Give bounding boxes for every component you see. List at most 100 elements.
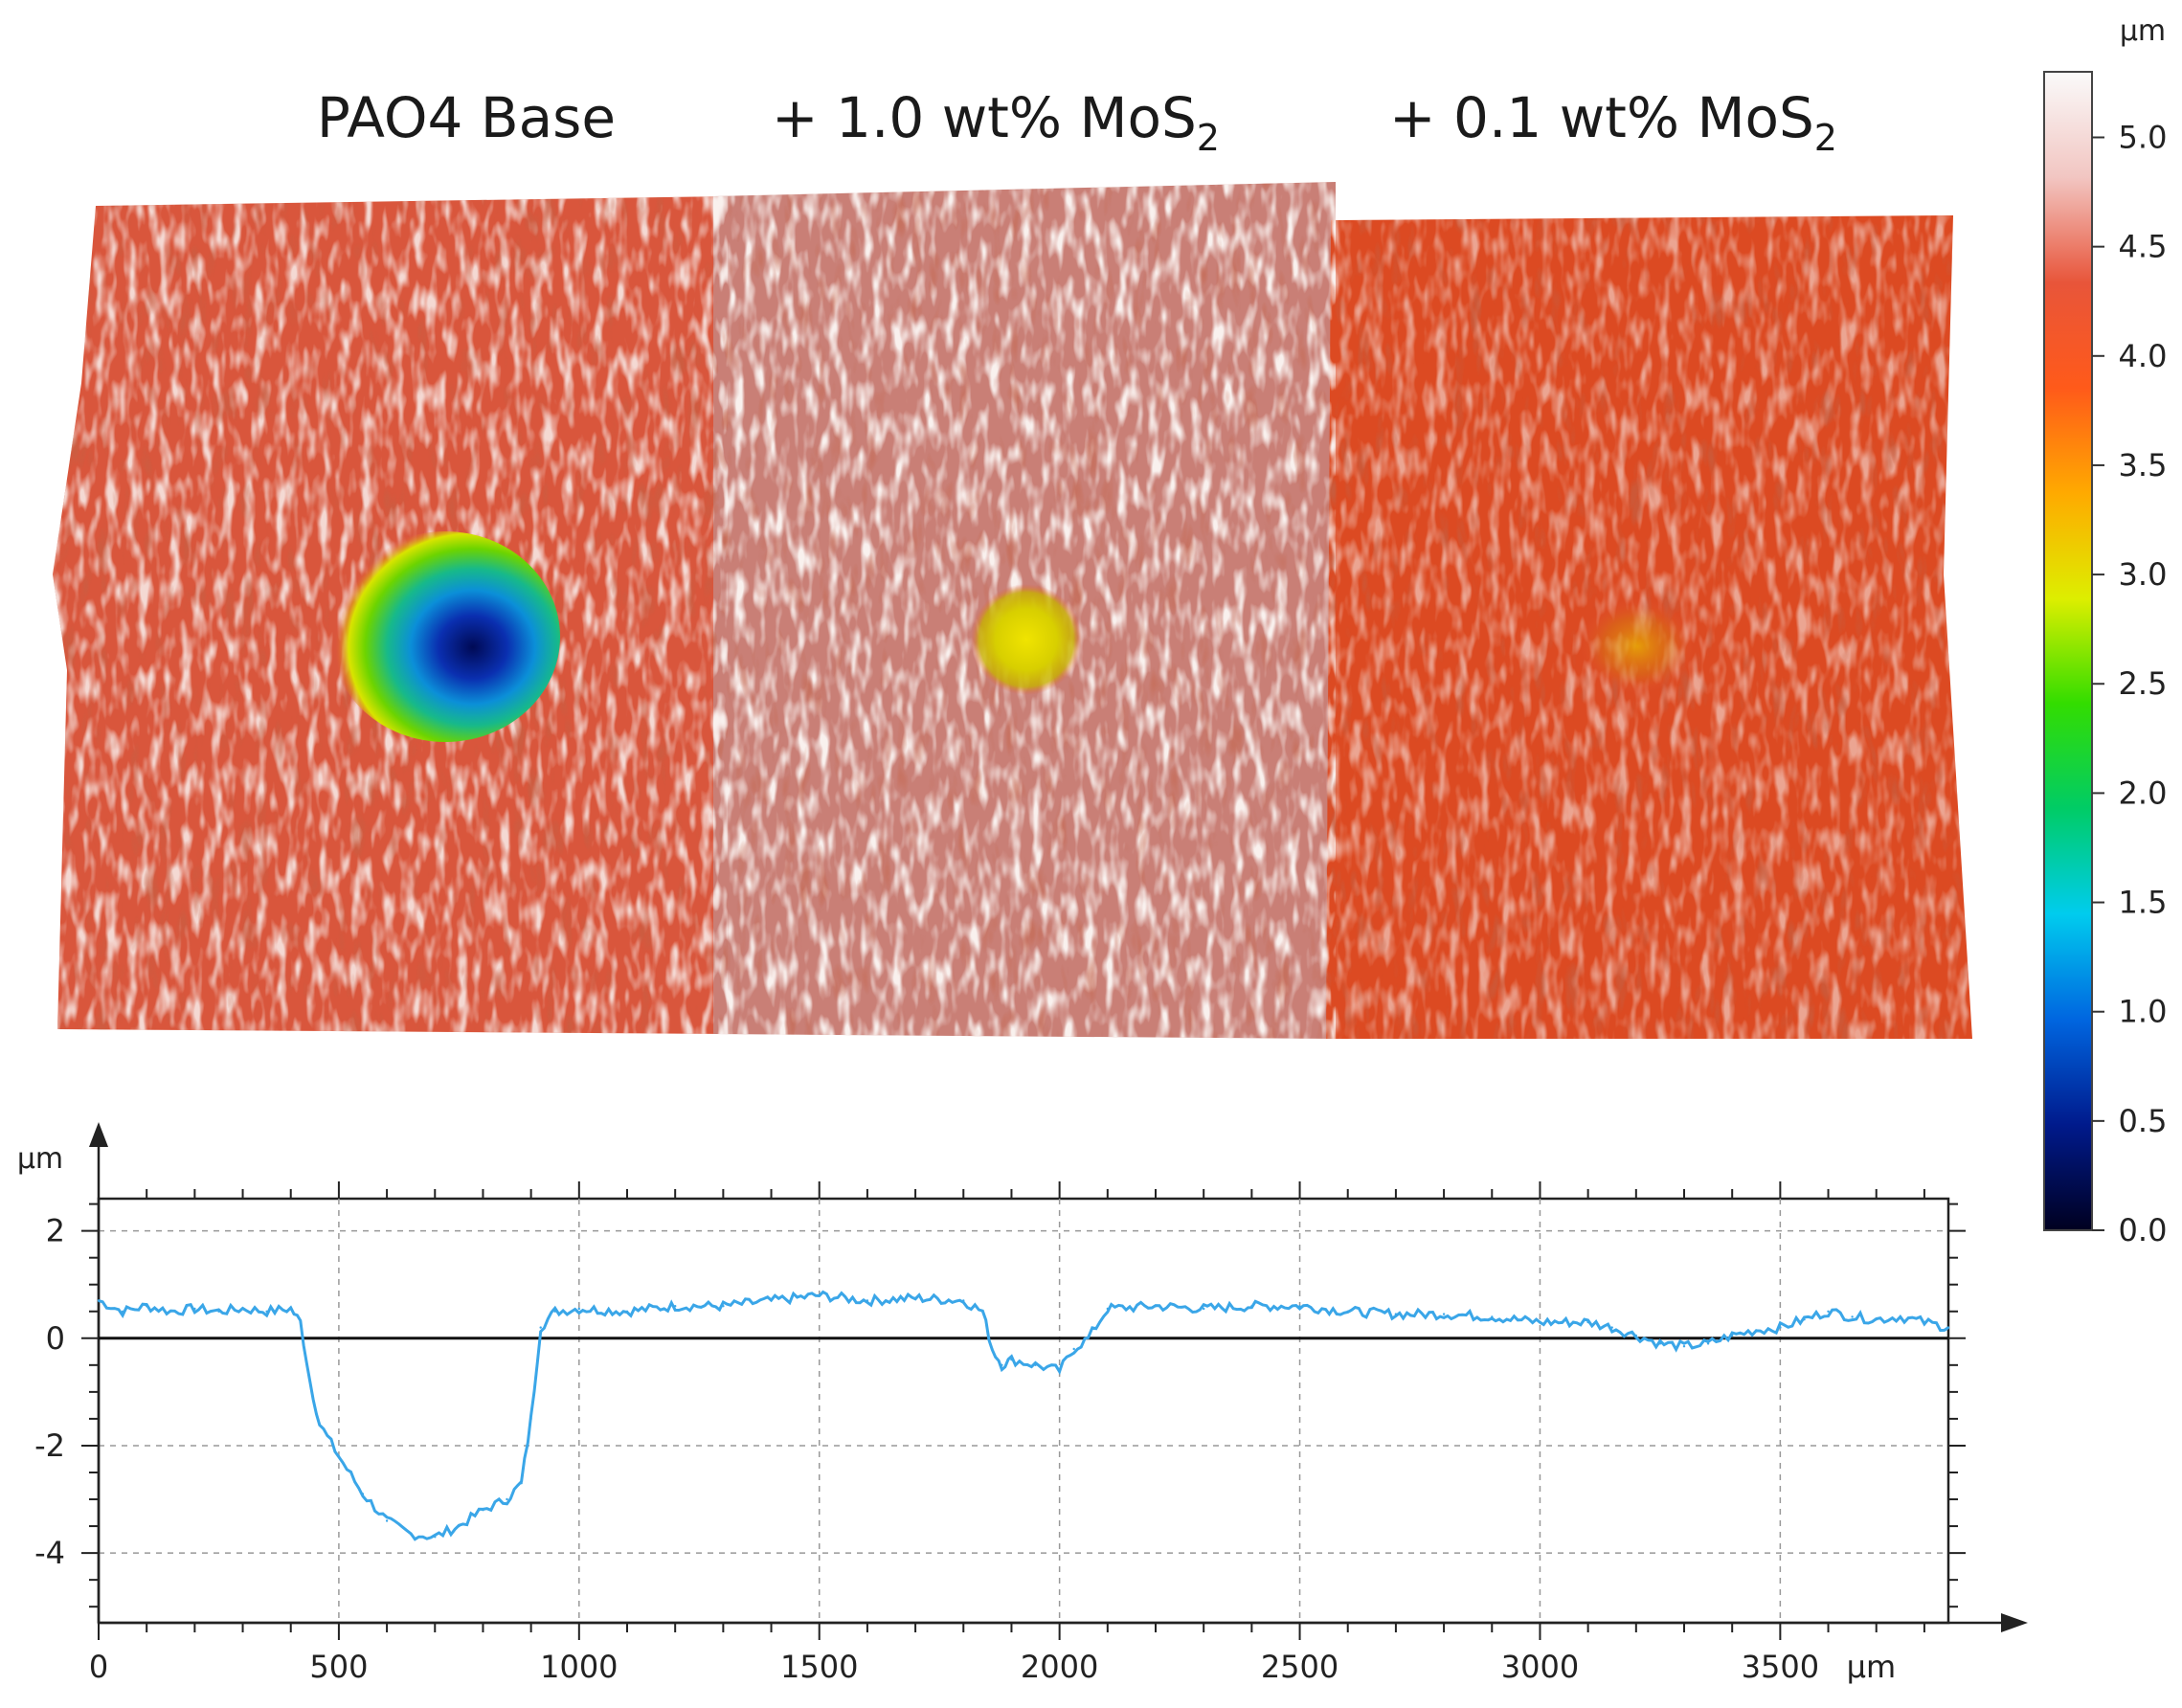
x-tick-label: 1500	[780, 1649, 858, 1685]
profile-point	[385, 1519, 389, 1522]
profile-point	[818, 1293, 821, 1297]
profile-point	[434, 1536, 437, 1539]
profile-point	[361, 1493, 365, 1495]
profile-point	[991, 1347, 994, 1351]
profile-point	[217, 1310, 220, 1314]
profile-point	[1203, 1307, 1205, 1311]
profile-point	[520, 1482, 523, 1485]
x-axis-label: µm	[1847, 1649, 1897, 1685]
x-tick-label: 0	[89, 1649, 108, 1685]
profile-point	[1827, 1310, 1830, 1314]
profile-point	[1803, 1318, 1806, 1321]
x-tick-label: 1000	[540, 1649, 618, 1685]
x-tick-label: 3000	[1501, 1649, 1579, 1685]
profile-point	[1010, 1359, 1013, 1361]
profile-point	[1072, 1347, 1075, 1351]
profile-point	[1634, 1334, 1638, 1337]
y-axis-label: µm	[17, 1142, 63, 1176]
wear-scar-pao4	[330, 531, 560, 742]
profile-point	[146, 1305, 148, 1308]
profile-point	[1658, 1342, 1662, 1345]
colorbar-tick-label: 1.0	[2119, 994, 2168, 1030]
colorbar-tick-label: 0.0	[2119, 1212, 2168, 1248]
profile-point	[1034, 1363, 1037, 1367]
profile-point	[539, 1326, 542, 1329]
x-axis-arrow-icon	[2001, 1613, 2028, 1632]
profile-point	[318, 1423, 321, 1426]
profile-point	[299, 1320, 302, 1324]
profile-point	[121, 1310, 124, 1314]
profile-point	[1058, 1369, 1061, 1372]
profile-point	[97, 1299, 101, 1302]
colorbar-unit: µm	[2120, 14, 2166, 48]
colorbar-ticks: 0.0 0.5 1.0 1.5 2.0 2.5 3.0 3.5 4.0 4.5 5.0	[2092, 119, 2167, 1248]
profile-point	[1875, 1318, 1878, 1321]
surface-3d-rendering	[53, 182, 1972, 1039]
x-tick-label: 2000	[1021, 1649, 1098, 1685]
colorbar-tick-label: 3.5	[2119, 447, 2168, 483]
profile-point	[1923, 1320, 1926, 1324]
colorbar-tick-label: 0.5	[2119, 1103, 2168, 1139]
profile-point	[1539, 1320, 1541, 1324]
profile-point	[962, 1299, 965, 1302]
profile-point	[625, 1310, 629, 1314]
profile-point	[1001, 1363, 1003, 1367]
colorbar-tick-label: 4.5	[2119, 229, 2168, 265]
profile-point	[308, 1380, 311, 1382]
profile-point	[1442, 1313, 1446, 1315]
profile-point	[506, 1497, 508, 1501]
colorbar-tick-label: 2.0	[2119, 775, 2168, 811]
profile-point	[1586, 1320, 1589, 1324]
y-tick-label: 2	[46, 1213, 65, 1249]
profile-point	[1394, 1313, 1398, 1315]
profile-point	[241, 1307, 244, 1311]
colorbar-scale	[2043, 71, 2093, 1231]
profile-point	[674, 1305, 677, 1308]
profile-point	[458, 1524, 461, 1528]
profile-point	[337, 1455, 341, 1458]
profile-point	[1899, 1315, 1902, 1318]
colorbar-tick-label: 5.0	[2119, 119, 2168, 155]
profile-point	[529, 1417, 532, 1421]
profile-point	[1491, 1315, 1494, 1318]
wear-scar-01wt	[1580, 598, 1695, 694]
y-tick-label: -4	[34, 1535, 65, 1571]
profile-point	[1250, 1305, 1253, 1308]
profile-point	[577, 1307, 580, 1311]
profile-point	[553, 1310, 556, 1314]
x-tick-label: 3500	[1742, 1649, 1819, 1685]
x-tick-label: 500	[309, 1649, 368, 1685]
profile-point	[1087, 1337, 1090, 1340]
profile-point	[1706, 1342, 1710, 1345]
panel-title-pao4-base: PAO4 Base	[317, 85, 616, 150]
y-tick-label: 0	[46, 1320, 65, 1357]
x-tick-label: 2500	[1261, 1649, 1338, 1685]
colorbar-tick-label: 3.0	[2119, 556, 2168, 593]
profile-line	[98, 1290, 1949, 1541]
colorbar-tick-label: 1.5	[2119, 885, 2168, 921]
profile-point	[289, 1307, 292, 1311]
profile-point	[1682, 1345, 1686, 1348]
profile-point	[1755, 1329, 1758, 1332]
panel-title-1wt-mos2: + 1.0 wt% MoS2	[772, 85, 1220, 159]
y-axis-arrow-icon	[89, 1122, 108, 1147]
profile-point	[1779, 1326, 1782, 1329]
profile-point	[1851, 1315, 1854, 1318]
profile-point	[1731, 1334, 1734, 1337]
profile-point	[866, 1299, 869, 1302]
profile-point	[1298, 1305, 1301, 1308]
profile-point	[193, 1307, 196, 1311]
profile-point	[722, 1305, 725, 1308]
profile-point	[265, 1310, 268, 1314]
profile-point	[981, 1310, 984, 1314]
profile-point	[913, 1296, 917, 1299]
profile-point	[1346, 1310, 1349, 1314]
profile-point	[410, 1533, 413, 1536]
profile-point	[1946, 1326, 1950, 1329]
plot-frame	[97, 1197, 1950, 1625]
profile-point	[1106, 1307, 1110, 1311]
profile-point	[1154, 1305, 1158, 1308]
profile-chart: µm 0 500 1000 1500 2000 2500 3000 3500 µm 2 0 -2 -4	[17, 1122, 2028, 1685]
colorbar-tick-label: 4.0	[2119, 338, 2168, 374]
